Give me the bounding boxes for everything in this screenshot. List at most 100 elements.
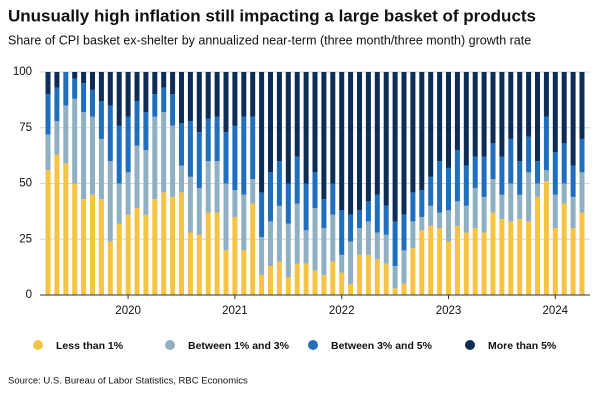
bar-segment (179, 123, 184, 166)
bar-segment (330, 214, 336, 262)
bar-segment (517, 72, 523, 162)
bar-segment (81, 112, 87, 200)
bar-segment (570, 72, 576, 166)
bar-segment (187, 232, 193, 295)
bar-segment (45, 94, 51, 135)
bar-segment (410, 72, 416, 193)
bar-segment (294, 263, 300, 295)
bar-segment (357, 210, 362, 229)
bar-segment (312, 172, 318, 209)
bar-segment (312, 270, 318, 295)
bar-segment (463, 72, 469, 166)
bar-segment (365, 221, 371, 255)
bar-segment (232, 216, 238, 295)
bar-segment (570, 228, 576, 295)
bar-segment (285, 223, 291, 278)
bar-segment (303, 183, 309, 231)
bar-segment (463, 205, 469, 233)
bar-segment (303, 230, 309, 264)
bar-segment (54, 154, 60, 295)
bar-segment (579, 72, 585, 139)
bar-segment (205, 72, 211, 119)
bar-segment (98, 72, 104, 101)
bar-segment (170, 72, 176, 95)
bar-segment (107, 241, 113, 295)
legend-label: More than 5% (488, 340, 557, 352)
bar-segment (392, 72, 398, 222)
bar-segment (63, 105, 69, 164)
bar-segment (63, 72, 69, 106)
bar-segment (392, 266, 398, 289)
bar-segment (490, 212, 496, 295)
bar-segment (232, 72, 238, 126)
bar-segment (561, 72, 567, 144)
x-tick-label: 2022 (329, 305, 355, 317)
bar-segment (437, 228, 443, 295)
bar-segment (241, 72, 247, 117)
bar-segment (552, 152, 558, 195)
bar-segment (339, 254, 345, 273)
bar-segment (330, 183, 336, 215)
bar-segment (365, 201, 371, 222)
y-tick-label: 100 (13, 66, 32, 78)
bar-segment (285, 277, 291, 295)
chart-subtitle: Share of CPI basket ex-shelter by annual… (8, 33, 531, 47)
x-tick-label: 2023 (436, 305, 462, 317)
bar-segment (339, 272, 345, 295)
bar-segment (196, 72, 202, 133)
bar-segment (410, 221, 416, 249)
bar-segment (410, 248, 416, 295)
bar-segment (517, 194, 523, 220)
bar-segment (383, 234, 389, 264)
bar-segment (294, 72, 300, 157)
bar-segment (179, 165, 184, 193)
bar-segment (285, 72, 291, 184)
bar-segment (552, 228, 558, 295)
bar-segment (214, 72, 220, 117)
bar-segment (499, 72, 505, 157)
bar-segment (125, 72, 131, 117)
bar-segment (454, 150, 460, 202)
bar-segment (383, 263, 389, 295)
y-tick-label: 25 (19, 233, 32, 245)
bar-segment (535, 72, 540, 162)
bar-segment (143, 112, 149, 151)
source: Source: U.S. Bureau of Labor Statistics,… (8, 376, 248, 387)
bar-segment (152, 116, 158, 200)
bar-segment (490, 179, 496, 213)
bar-segment (259, 237, 265, 275)
bar-segment (170, 94, 176, 126)
bar-segment (348, 241, 354, 284)
bar-segment (481, 196, 487, 233)
bar-segment (161, 192, 167, 295)
bar-segment (268, 72, 273, 173)
bar-segment (143, 214, 149, 295)
bar-segment (374, 194, 380, 233)
bar-segment (152, 199, 158, 295)
bar-segment (312, 72, 318, 173)
bar-segment (45, 134, 51, 171)
bar-segment (125, 172, 131, 215)
bar-segment (170, 125, 176, 197)
bar-segment (437, 212, 443, 229)
bar-segment (365, 254, 371, 295)
legend-label: Between 1% and 3% (188, 340, 290, 352)
bar-segment (134, 145, 140, 209)
bar-segment (463, 232, 469, 295)
legend-swatch (33, 340, 43, 350)
bar-segment (499, 156, 505, 195)
bar-segment (276, 205, 282, 262)
bar-segment (463, 165, 469, 206)
bar-segment (526, 72, 532, 137)
bar-segment (579, 138, 585, 173)
bar-segment (508, 221, 514, 295)
bar-segment (72, 72, 78, 79)
legend-swatch (308, 340, 318, 350)
bar-segment (81, 83, 87, 113)
bar-segment (535, 161, 540, 184)
bar-segment (401, 72, 407, 215)
bar-segment (446, 210, 451, 242)
bar-segment (223, 132, 229, 184)
bar-segment (419, 216, 425, 231)
bar-segment (214, 212, 220, 295)
